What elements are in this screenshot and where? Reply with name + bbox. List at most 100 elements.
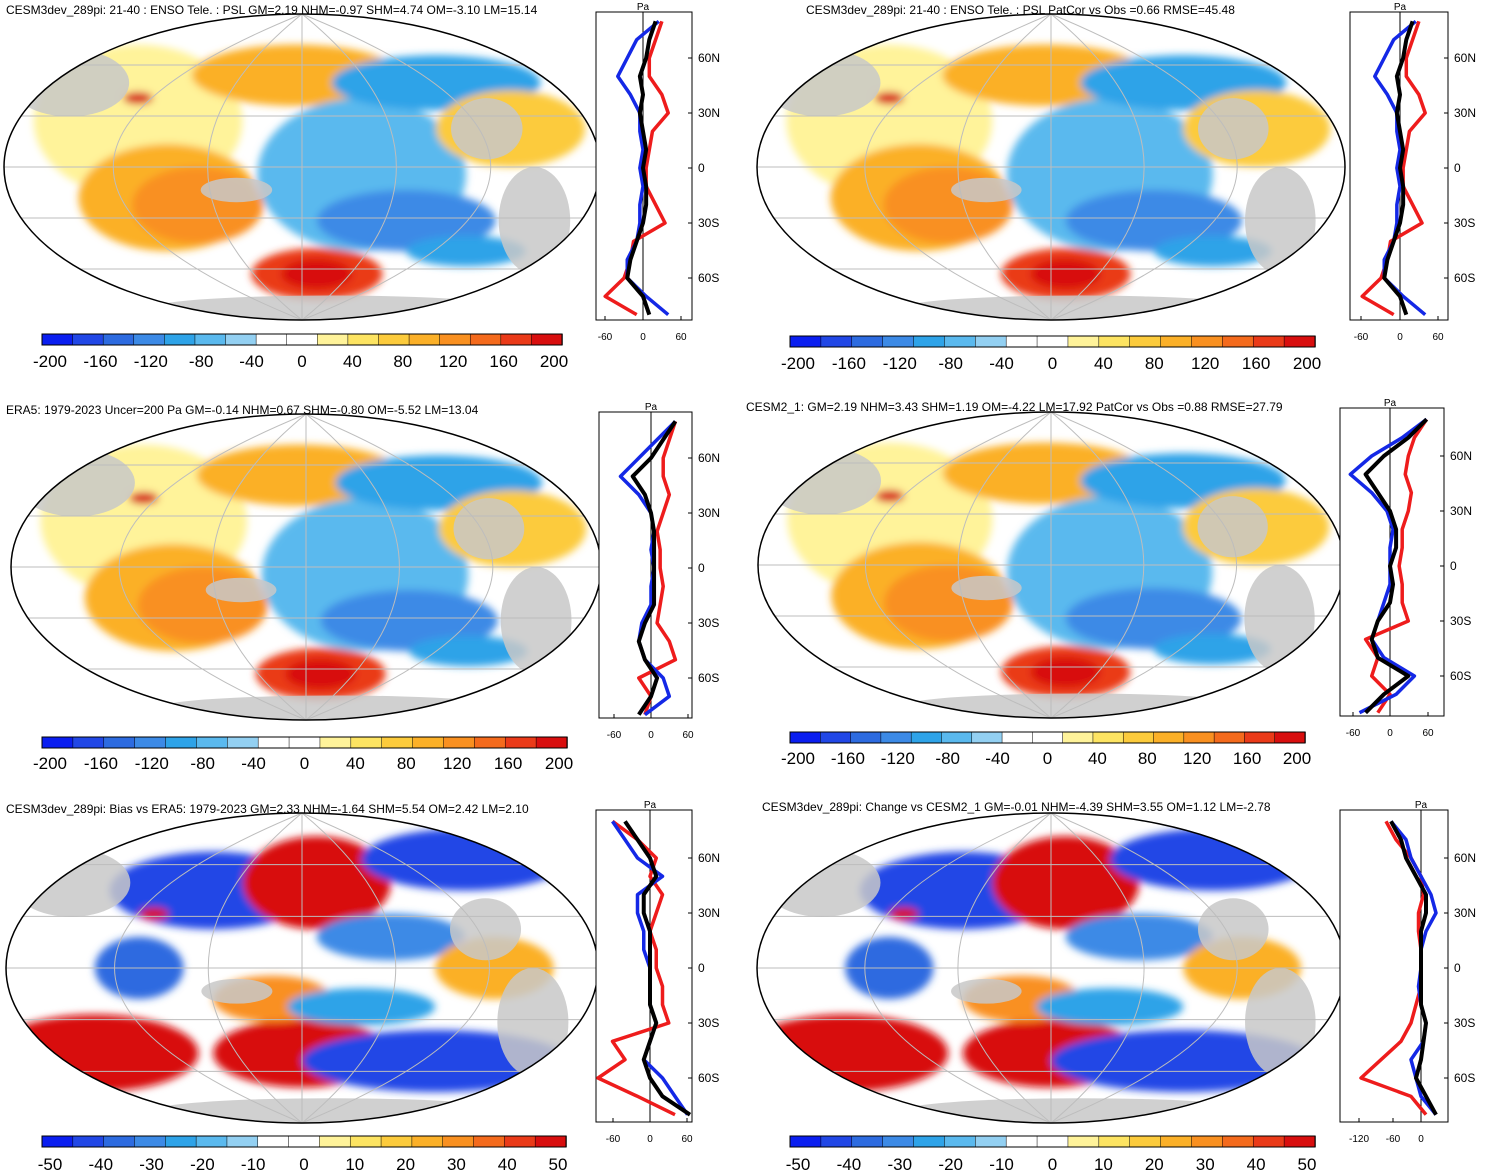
profile-x-label: -60 bbox=[1386, 1134, 1401, 1145]
colorbar-swatch bbox=[1036, 335, 1069, 348]
colorbar-tick-label: 80 bbox=[1145, 354, 1164, 373]
profile-lat-label: 0 bbox=[1454, 161, 1461, 175]
panel-title: CESM3dev_289pi: Change vs CESM2_1 GM=-0.… bbox=[762, 800, 1271, 814]
zonal-profile: Pa 60N 30N 0 30S 60S -120 -60 0 bbox=[1339, 800, 1476, 1145]
colorbar-swatch bbox=[378, 333, 410, 346]
colorbar: -200 -160 -120 -80 -40 0 40 80 120 160 200 bbox=[781, 335, 1321, 373]
profile-lat-label: 30N bbox=[1454, 906, 1476, 920]
land-mean-curve bbox=[637, 420, 678, 716]
colorbar-swatch bbox=[134, 1135, 167, 1148]
colorbar-tick-label: -160 bbox=[831, 749, 865, 768]
ocean-mean-curve bbox=[1373, 19, 1427, 317]
colorbar-tick-label: -30 bbox=[888, 1155, 913, 1171]
profile-x-label: 0 bbox=[647, 1134, 653, 1145]
pressure-anomaly-blob bbox=[1153, 235, 1272, 267]
colorbar-swatch bbox=[255, 333, 288, 346]
pressure-anomaly-blob bbox=[992, 836, 1140, 930]
colorbar-swatch bbox=[1191, 1135, 1224, 1148]
colorbar-swatch bbox=[941, 731, 973, 744]
colorbar-swatch bbox=[1005, 1135, 1038, 1148]
panel-title: ERA5: 1979-2023 Uncer=200 Pa GM=-0.14 NH… bbox=[6, 403, 479, 417]
map-field bbox=[757, 813, 1345, 1123]
colorbar: -200 -160 -120 -80 -40 0 40 80 120 160 200 bbox=[33, 736, 573, 773]
land-mask bbox=[1244, 565, 1315, 673]
profile-lat-label: 30N bbox=[1450, 504, 1472, 518]
colorbar-swatch bbox=[102, 333, 135, 346]
pressure-anomaly-blob bbox=[139, 907, 169, 920]
profile-x-label: 60 bbox=[1422, 728, 1434, 739]
profile-lat-label: 60N bbox=[698, 451, 720, 465]
colorbar-swatch bbox=[164, 333, 196, 346]
colorbar-tick-label: 160 bbox=[489, 352, 517, 371]
colorbar-tick-label: 50 bbox=[549, 1155, 568, 1171]
pressure-anomaly-blob bbox=[320, 589, 498, 652]
colorbar-frame bbox=[41, 736, 568, 749]
colorbar-swatch bbox=[41, 736, 74, 749]
land-mask bbox=[201, 978, 273, 1004]
colorbar-tick-label: -200 bbox=[781, 749, 815, 768]
colorbar-tick-label: 20 bbox=[396, 1155, 415, 1171]
longitude-gridline bbox=[301, 14, 492, 320]
longitude-gridline bbox=[305, 414, 494, 720]
map-outline bbox=[756, 13, 1346, 321]
pressure-anomaly-blob bbox=[316, 189, 496, 252]
colorbar-tick-label: -200 bbox=[781, 354, 815, 373]
zonal-profile: Pa 60N 30N 0 30S 60S -60 0 60 bbox=[595, 2, 720, 343]
zonal-profile: Pa 60N 30N 0 30S 60S -60 0 60 bbox=[1349, 2, 1476, 343]
colorbar-tick-label: 200 bbox=[1293, 354, 1321, 373]
pressure-anomaly-blob bbox=[1065, 587, 1242, 650]
colorbar-tick-label: 30 bbox=[447, 1155, 466, 1171]
zonal-profile: Pa 60N 30N 0 30S 60S -60 0 60 bbox=[595, 800, 720, 1145]
profile-unit-label: Pa bbox=[1415, 800, 1428, 811]
colorbar-swatch bbox=[531, 333, 563, 346]
land-mask bbox=[500, 567, 572, 675]
colorbar-swatch bbox=[1062, 731, 1094, 744]
pressure-anomaly-blob bbox=[285, 658, 357, 690]
colorbar-swatch bbox=[442, 1135, 475, 1148]
colorbar-swatch bbox=[789, 731, 822, 744]
longitude-gridline bbox=[957, 813, 1052, 1123]
colorbar-tick-label: 40 bbox=[1094, 354, 1113, 373]
colorbar-swatch bbox=[851, 1135, 884, 1148]
colorbar-swatch bbox=[1129, 335, 1162, 348]
colorbar-frame bbox=[789, 1135, 1316, 1148]
panel-p6: CESM3dev_289pi: Change vs CESM2_1 GM=-0.… bbox=[756, 800, 1476, 1171]
total-mean-curve bbox=[1363, 417, 1429, 715]
colorbar-tick-label: -40 bbox=[239, 352, 264, 371]
colorbar-tick-label: 40 bbox=[343, 352, 362, 371]
colorbar-tick-label: -40 bbox=[837, 1155, 862, 1171]
colorbar-swatch bbox=[913, 1135, 946, 1148]
colorbar-frame bbox=[789, 731, 1306, 744]
colorbar-swatch bbox=[1160, 1135, 1193, 1148]
colorbar-tick-label: -80 bbox=[190, 754, 215, 773]
ocean-mean-curve bbox=[616, 19, 670, 317]
colorbar-tick-label: 120 bbox=[1191, 354, 1219, 373]
colorbar-tick-label: -120 bbox=[135, 754, 169, 773]
land-mask bbox=[451, 98, 523, 160]
longitude-gridline bbox=[957, 412, 1052, 718]
pressure-anomaly-blob bbox=[409, 635, 528, 667]
colorbar-swatch bbox=[1153, 731, 1185, 744]
pressure-anomaly-blob bbox=[1036, 988, 1184, 1026]
colorbar-tick-label: 200 bbox=[545, 754, 573, 773]
colorbar-swatch bbox=[349, 1135, 382, 1148]
colorbar-swatch bbox=[195, 1135, 228, 1148]
colorbar-frame bbox=[41, 333, 563, 346]
map-field bbox=[6, 813, 598, 1123]
land-mask bbox=[453, 498, 525, 560]
colorbar-swatch bbox=[880, 731, 912, 744]
colorbar-tick-label: -40 bbox=[89, 1155, 114, 1171]
colorbar-tick-label: 0 bbox=[1048, 1155, 1057, 1171]
profile-lat-label: 60S bbox=[1450, 669, 1471, 683]
land-mask bbox=[1198, 898, 1269, 961]
colorbar-swatch bbox=[408, 333, 441, 346]
panel-p4: CESM2_1: GM=2.19 NHM=3.43 SHM=1.19 OM=-4… bbox=[746, 398, 1472, 768]
colorbar-swatch bbox=[288, 1135, 321, 1148]
land-mask bbox=[498, 167, 571, 275]
colorbar-swatch bbox=[347, 333, 380, 346]
pressure-anomaly-blob bbox=[875, 490, 905, 503]
land-mask bbox=[951, 177, 1022, 203]
colorbar-tick-label: 80 bbox=[393, 352, 412, 371]
total-mean-curve bbox=[630, 420, 678, 716]
